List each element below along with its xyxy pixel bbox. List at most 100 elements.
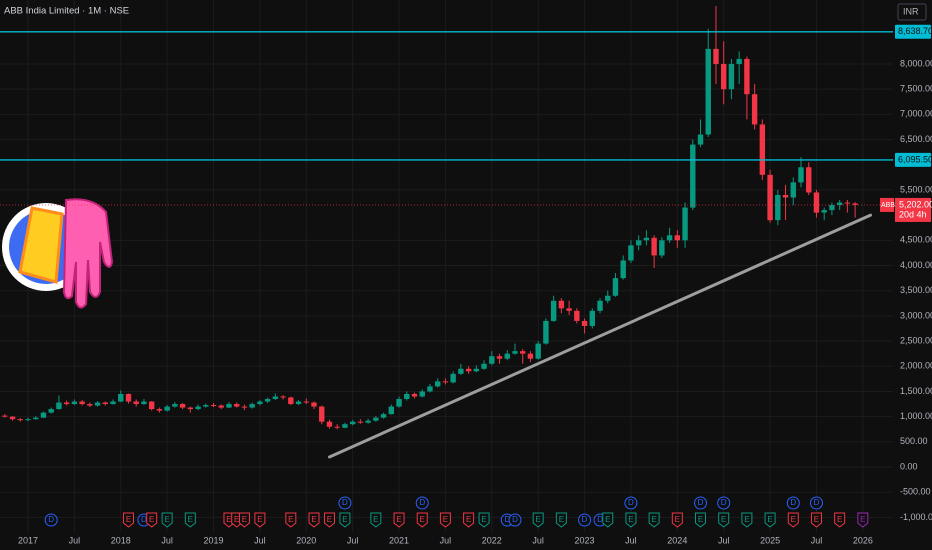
event-label: E — [164, 515, 169, 524]
y-tick-label: 4,000.00 — [900, 260, 932, 270]
candle-body — [25, 419, 31, 421]
candle-body — [234, 404, 240, 407]
y-tick-label: 5,500.00 — [900, 184, 932, 194]
event-marker — [694, 496, 708, 510]
candle-body — [334, 426, 340, 428]
candle-body — [543, 320, 549, 344]
candle-body — [697, 134, 704, 145]
candle-body — [535, 343, 541, 359]
event-marker — [508, 513, 522, 527]
candle-body — [790, 182, 796, 198]
event-label: D — [814, 498, 820, 507]
event-label: D — [512, 515, 518, 524]
last-name-box — [880, 197, 894, 212]
candle-body — [218, 405, 224, 408]
candle-body — [751, 94, 758, 125]
chart-title: ABB India Limited · 1M · NSE — [4, 6, 129, 17]
candle-body — [241, 406, 248, 408]
x-tick-label: 2024 — [667, 535, 687, 545]
y-tick-label: 7,000.00 — [900, 109, 932, 119]
candle-body — [71, 401, 78, 405]
event-marker — [416, 512, 428, 528]
event-marker — [184, 512, 196, 528]
candle-body — [473, 368, 480, 372]
event-marker — [308, 512, 320, 528]
candle-body — [288, 397, 294, 405]
candle-body — [264, 399, 271, 402]
event-label: E — [767, 515, 772, 524]
event-marker — [717, 496, 731, 510]
y-tick-label: -500.00 — [900, 487, 931, 497]
event-label: E — [814, 515, 819, 524]
candle-body — [550, 300, 557, 321]
trendline — [327, 213, 873, 459]
y-tick-label: 0.00 — [900, 461, 918, 471]
candle-body — [597, 300, 603, 311]
candle-body — [156, 409, 163, 411]
candle-body — [512, 351, 518, 354]
candle-body — [721, 63, 727, 90]
candle-body — [179, 404, 186, 408]
x-tick-label: 2025 — [760, 535, 780, 545]
last-name: ABB — [881, 202, 895, 209]
event-marker — [254, 512, 266, 528]
event-label: E — [698, 515, 703, 524]
candle-body — [33, 417, 39, 420]
candle-body — [458, 368, 464, 374]
event-marker — [339, 512, 351, 528]
candle-body — [558, 300, 565, 309]
event-marker — [415, 496, 429, 510]
candle-body — [148, 401, 155, 410]
candle-body — [643, 237, 650, 241]
x-tick-label: 2026 — [853, 535, 873, 545]
candle-body — [844, 202, 851, 204]
event-label: E — [327, 515, 332, 524]
event-label: E — [481, 515, 486, 524]
event-marker — [624, 496, 638, 510]
candle-body — [172, 404, 178, 407]
event-marker — [338, 496, 352, 510]
x-tick-label: 2020 — [296, 535, 316, 545]
candle-body — [628, 245, 634, 261]
y-tick-label: 2,500.00 — [900, 335, 932, 345]
candle-body — [141, 401, 147, 405]
event-marker — [370, 512, 382, 528]
x-tick-label: Jul — [718, 535, 730, 545]
candle-body — [504, 353, 510, 359]
event-marker — [787, 512, 799, 528]
candle-body — [349, 421, 356, 425]
event-label: E — [188, 515, 193, 524]
x-tick-label: 2018 — [111, 535, 131, 545]
candle-body — [728, 63, 735, 90]
event-label: E — [311, 515, 316, 524]
event-label: E — [860, 515, 865, 524]
candle-body — [110, 401, 116, 405]
logo — [2, 198, 114, 309]
candle-body — [388, 406, 395, 415]
candle-body — [659, 240, 665, 256]
event-marker — [764, 512, 776, 528]
event-marker — [857, 512, 869, 528]
y-tick-label: 7,500.00 — [900, 84, 932, 94]
event-marker — [238, 512, 250, 528]
candle-body — [411, 393, 418, 397]
event-label: E — [126, 515, 131, 524]
x-tick-label: 2019 — [204, 535, 224, 545]
candle-body — [404, 393, 410, 400]
event-marker — [648, 512, 660, 528]
candle-body — [396, 399, 402, 407]
event-marker — [439, 512, 451, 528]
x-tick-label: Jul — [625, 535, 637, 545]
candle-body — [187, 407, 194, 410]
event-label: D — [419, 498, 425, 507]
countdown: 20d 4h — [899, 209, 927, 219]
event-marker — [834, 512, 846, 528]
candle-body — [744, 58, 750, 95]
candle-body — [48, 409, 54, 413]
event-marker — [463, 512, 475, 528]
x-tick-label: Jul — [161, 535, 173, 545]
candle-body — [311, 402, 317, 407]
candle-body — [365, 420, 371, 423]
candle-body — [342, 424, 348, 428]
